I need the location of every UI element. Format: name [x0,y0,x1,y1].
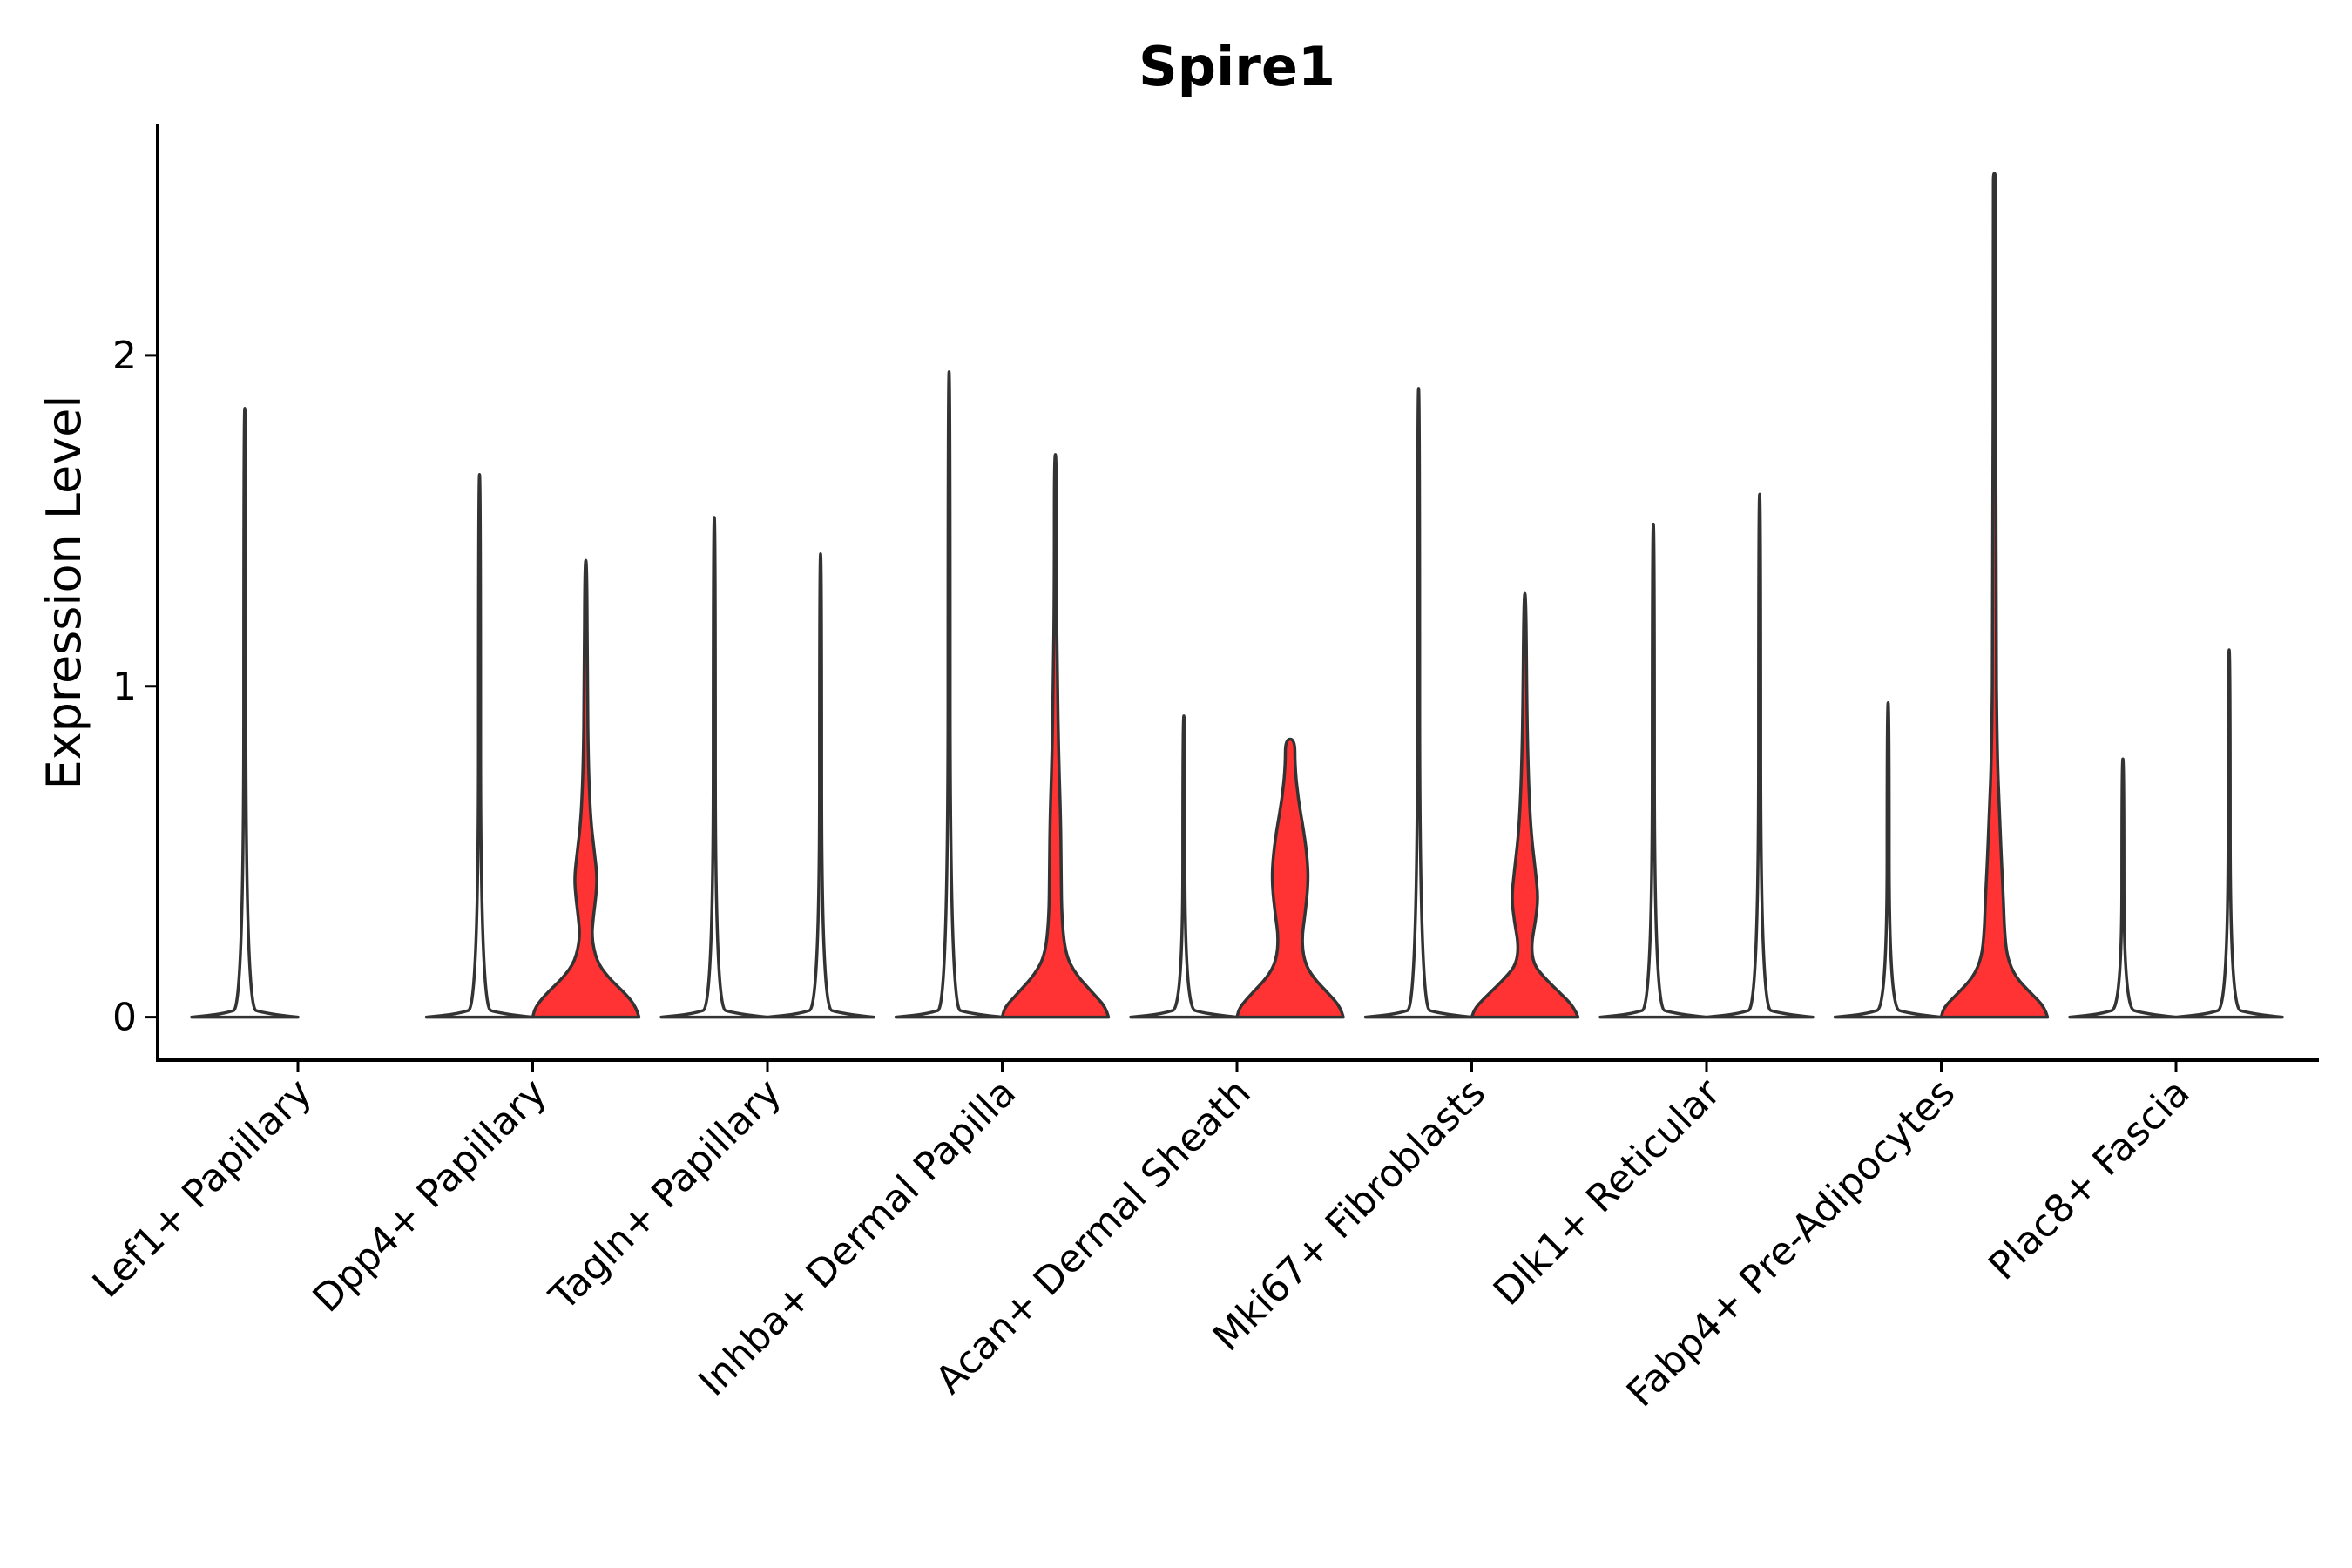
x-tick-label: Mki67+ Fibroblasts [1205,1071,1494,1360]
x-tick-label: Lef1+ Papillary [84,1071,321,1307]
violin-2-8 [1939,172,2050,1019]
violin-1-5 [1129,714,1239,1019]
y-axis-ticks: 0 1 2 [112,334,158,1040]
violin-1-1 [190,406,300,1019]
violin-1-2 [424,472,535,1019]
violin-1-7 [1598,522,1708,1019]
chart-title: Spire1 [1139,35,1335,98]
x-tick-label: Dlk1+ Reticular [1485,1070,1730,1315]
violin-2-6 [1470,591,1580,1019]
violin-1-6 [1363,387,1474,1019]
violin-2-5 [1235,737,1345,1019]
violins-layer [190,172,2284,1019]
violin-1-9 [2068,757,2178,1019]
y-axis-label: Expression Level [37,395,91,790]
y-tick-label: 1 [112,665,137,709]
x-tick-label: Dpp4+ Papillary [305,1071,556,1321]
violin-2-2 [531,558,641,1019]
violin-2-7 [1705,492,1815,1019]
y-tick-label: 2 [112,334,137,378]
x-tick-label: Tagln+ Papillary [541,1071,790,1320]
y-tick-label: 0 [112,996,137,1040]
violin-2-3 [766,552,875,1019]
violin-2-9 [2174,648,2284,1019]
violin-1-4 [894,370,1004,1019]
violin-2-4 [1000,453,1111,1019]
violin-1-3 [659,516,769,1019]
x-tick-label: Plac8+ Fascia [1980,1071,2199,1289]
violin-1-8 [1833,701,1943,1019]
